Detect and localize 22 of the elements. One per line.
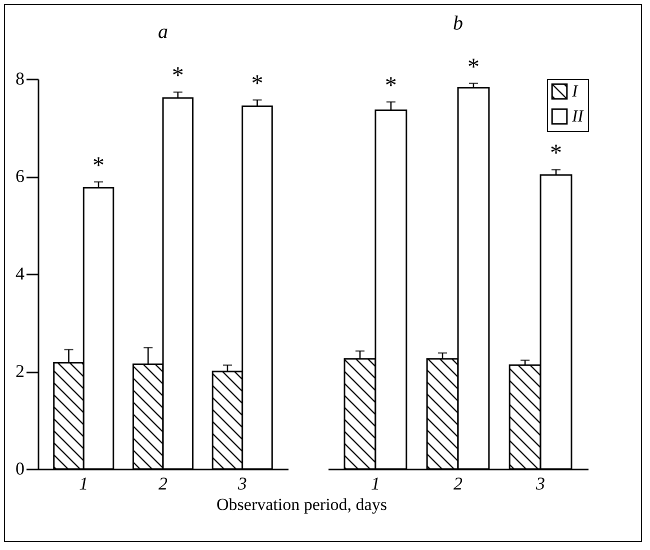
x-tick-label: 2	[454, 474, 462, 494]
y-tick-label: 0	[16, 458, 24, 478]
y-tick-label: 4	[16, 264, 24, 284]
y-tick-label: 8	[16, 68, 24, 88]
annotation: *	[550, 140, 562, 167]
x-tick-label: 3	[535, 474, 546, 494]
annotation: *	[172, 63, 184, 90]
legend-label: I	[571, 82, 579, 100]
x-axis-title: Observation period, days	[216, 495, 387, 514]
legend-label: II	[571, 106, 585, 126]
annotation: *	[384, 72, 397, 99]
y-tick-label: 2	[16, 361, 24, 381]
annotation: *	[467, 54, 480, 80]
x-tick-label: 2	[158, 474, 168, 494]
chart-title: a	[158, 21, 168, 44]
chart-title: b	[453, 12, 463, 34]
annotation: *	[92, 152, 105, 179]
y-tick-label: 6	[16, 166, 24, 186]
x-tick-label: 1	[79, 474, 88, 494]
x-tick-label: 3	[236, 474, 247, 494]
x-tick-label: 1	[370, 474, 380, 494]
annotation: *	[251, 70, 264, 97]
